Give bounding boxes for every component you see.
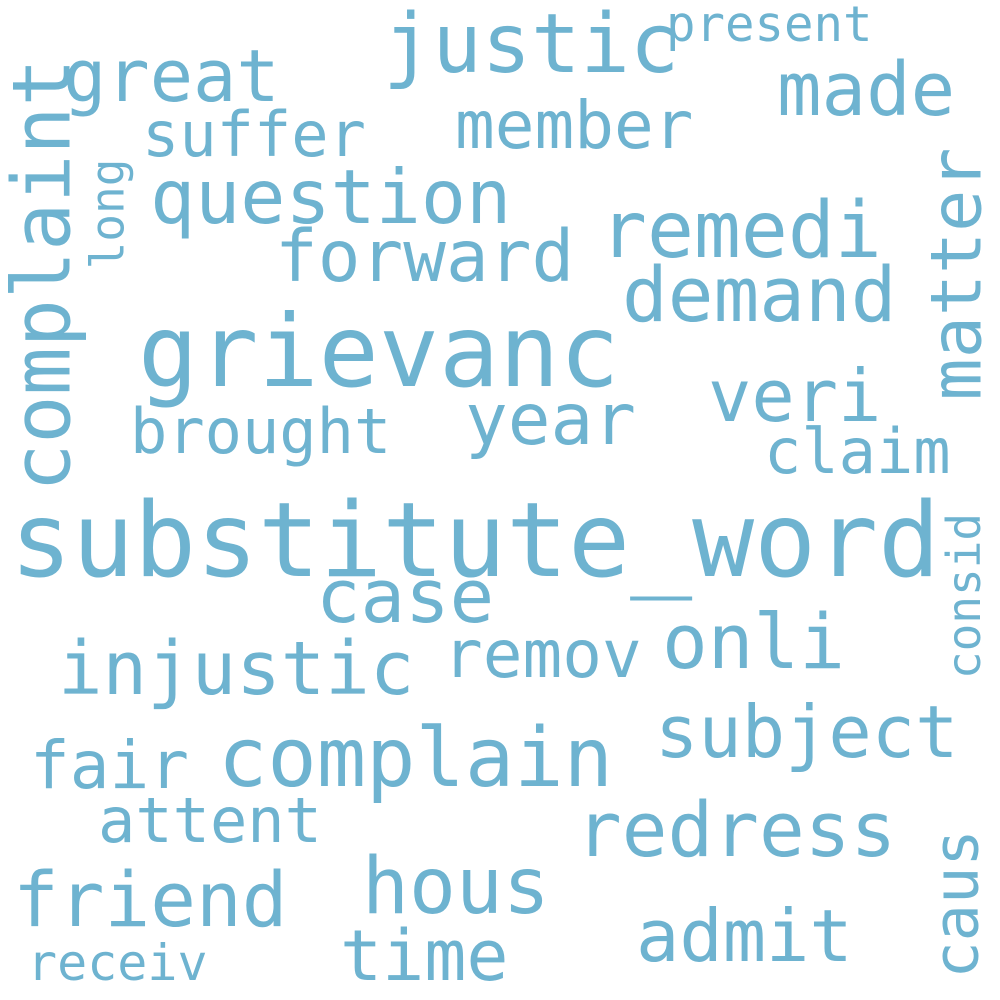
word-question: question bbox=[150, 153, 512, 241]
word-hous: hous bbox=[362, 842, 550, 932]
word-grievanc: grievanc bbox=[138, 293, 620, 410]
word-complain: complain bbox=[218, 711, 613, 806]
word-present: present bbox=[666, 0, 873, 53]
word-great: great bbox=[63, 34, 280, 118]
word-case: case bbox=[316, 554, 495, 640]
word-remedi: remedi bbox=[600, 186, 882, 276]
word-subject: subject bbox=[655, 690, 959, 774]
word-fair: fair bbox=[30, 727, 189, 804]
word-suffer: suffer bbox=[142, 98, 366, 171]
word-member: member bbox=[455, 87, 694, 164]
word-demand: demand bbox=[622, 250, 897, 339]
word-justic: justic bbox=[383, 0, 680, 92]
word-veri: veri bbox=[708, 354, 882, 438]
word-admit: admit bbox=[636, 894, 853, 978]
word-brought: brought bbox=[130, 395, 392, 468]
word-injustic: injustic bbox=[58, 626, 415, 712]
word-friend: friend bbox=[13, 855, 288, 944]
word-time: time bbox=[340, 915, 509, 997]
word-remov: remov bbox=[443, 616, 642, 693]
word-onli: onli bbox=[662, 597, 846, 686]
word-claim: claim bbox=[764, 415, 951, 488]
word-long: long bbox=[80, 158, 135, 270]
word-forward: forward bbox=[275, 215, 575, 298]
word-receiv: receiv bbox=[27, 934, 208, 992]
word-year: year bbox=[465, 378, 636, 461]
word-attent: attent bbox=[98, 784, 322, 857]
word-redress: redress bbox=[576, 785, 897, 874]
word-substitute-word: substitute_word bbox=[10, 481, 941, 601]
word-consid: consid bbox=[937, 512, 992, 680]
word-made: made bbox=[777, 47, 956, 133]
word-matter: matter bbox=[915, 147, 998, 401]
word-caus: caus bbox=[919, 829, 993, 979]
word-complaint: complaint bbox=[0, 58, 89, 492]
